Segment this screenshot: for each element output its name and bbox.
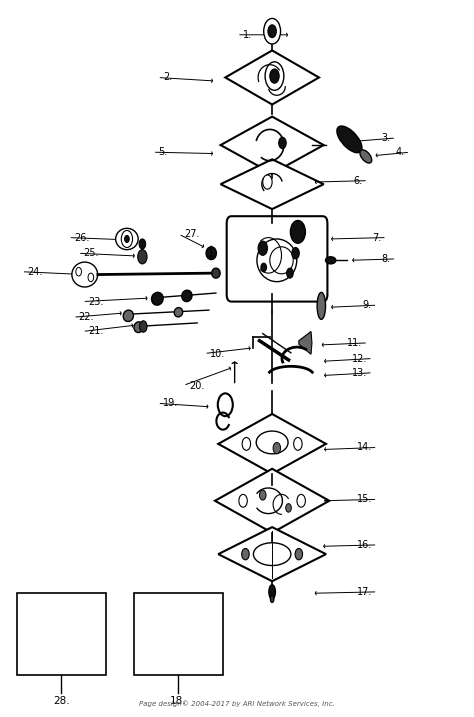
Text: 24.: 24. (27, 267, 43, 277)
Polygon shape (220, 117, 324, 174)
Circle shape (139, 239, 146, 249)
Text: 27.: 27. (184, 229, 200, 239)
Text: 14.: 14. (356, 442, 372, 452)
Circle shape (264, 19, 281, 44)
Circle shape (259, 490, 266, 500)
Text: 20.: 20. (189, 381, 204, 391)
Ellipse shape (174, 308, 182, 317)
Circle shape (265, 62, 284, 90)
Ellipse shape (212, 268, 220, 278)
Text: 5.: 5. (158, 147, 167, 157)
Text: Carb.
Gasket
Kit: Carb. Gasket Kit (159, 617, 198, 651)
Text: 13.: 13. (352, 368, 367, 378)
Polygon shape (218, 527, 326, 581)
Ellipse shape (256, 431, 288, 454)
Ellipse shape (206, 247, 217, 260)
Text: 28.: 28. (53, 696, 70, 706)
Ellipse shape (337, 126, 362, 153)
Polygon shape (299, 331, 312, 354)
Circle shape (263, 175, 272, 189)
Circle shape (270, 69, 279, 83)
Ellipse shape (270, 247, 293, 274)
Circle shape (239, 495, 247, 507)
Ellipse shape (134, 322, 143, 333)
Text: Page design© 2004-2017 by ARI Network Services, Inc.: Page design© 2004-2017 by ARI Network Se… (139, 701, 335, 707)
Circle shape (295, 549, 302, 560)
FancyBboxPatch shape (227, 217, 328, 302)
Circle shape (268, 25, 276, 37)
Ellipse shape (182, 290, 192, 302)
Text: 4.: 4. (396, 147, 405, 157)
Ellipse shape (360, 150, 372, 163)
Ellipse shape (257, 239, 297, 282)
Polygon shape (215, 469, 329, 533)
Text: 21.: 21. (88, 326, 103, 336)
Ellipse shape (123, 310, 134, 321)
Ellipse shape (326, 257, 336, 264)
Circle shape (218, 394, 233, 416)
Text: 10.: 10. (210, 348, 225, 358)
Circle shape (258, 241, 267, 255)
Text: Carb.
Repair
Kit: Carb. Repair Kit (44, 617, 79, 651)
Text: 19.: 19. (163, 399, 178, 408)
Ellipse shape (269, 585, 275, 599)
Circle shape (286, 503, 292, 512)
Text: 8.: 8. (382, 254, 391, 264)
Circle shape (137, 250, 147, 264)
Ellipse shape (317, 293, 326, 319)
Circle shape (279, 137, 286, 148)
Text: 15.: 15. (356, 494, 372, 504)
Text: 9.: 9. (363, 300, 372, 310)
Text: 12.: 12. (352, 353, 367, 364)
Text: 3.: 3. (382, 133, 391, 143)
Ellipse shape (72, 262, 98, 287)
Ellipse shape (116, 228, 138, 250)
Circle shape (297, 495, 305, 507)
Ellipse shape (270, 595, 274, 602)
Circle shape (291, 221, 305, 243)
Circle shape (292, 247, 299, 259)
Circle shape (121, 230, 133, 247)
Circle shape (139, 320, 147, 332)
Text: 22.: 22. (79, 312, 94, 322)
Ellipse shape (254, 543, 291, 566)
Circle shape (294, 437, 302, 450)
Polygon shape (225, 50, 319, 105)
Circle shape (242, 549, 249, 560)
Circle shape (287, 268, 293, 278)
FancyBboxPatch shape (134, 593, 223, 675)
Circle shape (125, 235, 129, 242)
Circle shape (273, 442, 281, 454)
Text: 11.: 11. (347, 338, 363, 348)
Polygon shape (220, 159, 324, 209)
Text: 23.: 23. (88, 297, 103, 307)
Circle shape (76, 267, 82, 276)
Circle shape (261, 263, 266, 272)
Text: 26.: 26. (74, 232, 90, 242)
Text: 25.: 25. (83, 248, 99, 258)
Circle shape (88, 273, 94, 282)
Text: 16.: 16. (356, 540, 372, 550)
Text: 17.: 17. (356, 587, 372, 597)
Text: 2.: 2. (163, 72, 172, 82)
Ellipse shape (152, 293, 163, 305)
Text: 1.: 1. (243, 30, 252, 39)
FancyBboxPatch shape (17, 593, 106, 675)
Polygon shape (218, 414, 326, 474)
Circle shape (242, 437, 251, 450)
Text: 18.: 18. (170, 696, 187, 706)
Text: 6.: 6. (354, 176, 363, 186)
Text: 7.: 7. (372, 232, 381, 242)
